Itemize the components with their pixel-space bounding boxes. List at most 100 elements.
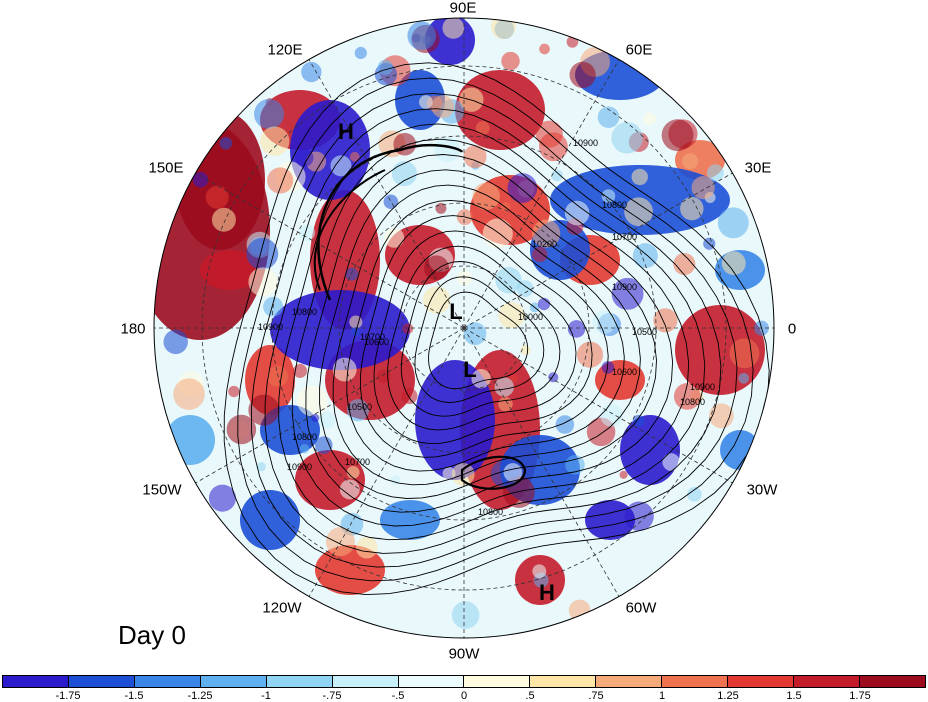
colorbar-cell	[859, 676, 925, 687]
high-center-north-pacific: H	[338, 119, 354, 144]
contour-value-label: 10900	[612, 282, 637, 292]
panel-label: Day 0	[118, 620, 186, 650]
geopotential-contour	[400, 261, 561, 417]
anomaly-patch	[165, 415, 215, 465]
anomaly-speckle	[248, 394, 280, 426]
label-150e: 150E	[148, 159, 184, 177]
anomaly-speckle	[208, 484, 237, 512]
anomaly-speckle	[673, 382, 701, 410]
colorbar-cell	[134, 676, 201, 687]
label-90e: 90E	[449, 0, 477, 17]
anomaly-speckle	[661, 119, 694, 152]
anomaly-speckle	[384, 227, 405, 248]
height-contours: 1090010800107001060010500102001000010900…	[223, 62, 770, 596]
colorbar-cell	[464, 676, 531, 687]
anomaly-speckle	[600, 404, 623, 427]
colorbar-cell	[200, 676, 267, 687]
anomaly-speckle	[503, 463, 523, 482]
anomaly-speckle	[680, 196, 704, 221]
latitude-circle	[201, 65, 727, 591]
anomaly-speckle	[424, 255, 449, 281]
anomaly-speckle	[673, 252, 696, 276]
anomaly-speckle	[346, 465, 360, 479]
geopotential-contour	[264, 108, 722, 554]
contour-value-label: 10600	[612, 367, 637, 377]
geopotential-contour	[223, 62, 770, 596]
anomaly-speckle	[345, 267, 359, 281]
anomaly-speckle	[501, 51, 520, 71]
anomaly-speckle	[267, 365, 288, 387]
anomaly-speckle	[509, 374, 518, 383]
anomaly-speckle	[597, 106, 620, 128]
geopotential-contour	[291, 138, 690, 527]
anomaly-speckle	[643, 112, 656, 126]
colorbar-cell	[530, 676, 597, 687]
colorbar-tick-label: 1.75	[849, 690, 871, 702]
anomaly-speckle	[248, 267, 278, 297]
geopotential-contour	[332, 184, 641, 486]
anomaly-speckle	[687, 487, 702, 502]
anomaly-speckle	[192, 172, 209, 188]
anomaly-speckle	[624, 501, 654, 531]
colorbar-cell	[662, 676, 729, 687]
anomaly-speckle	[293, 363, 308, 378]
meridian-line	[463, 327, 620, 597]
anomaly-speckle	[721, 251, 746, 276]
colorbar-tick-label: -1.5	[124, 690, 144, 702]
anomaly-speckle	[259, 126, 290, 156]
anomaly-speckle	[299, 443, 310, 454]
colorbar-cell	[596, 676, 663, 687]
anomaly-patch	[620, 415, 680, 485]
lat-lon-grid	[154, 18, 774, 638]
anomaly-speckle	[407, 21, 437, 50]
anomaly-speckle	[495, 266, 522, 294]
meridian-line	[195, 327, 465, 484]
colorbar-tick-label: -1.25	[187, 690, 213, 702]
anomaly-speckle	[311, 413, 320, 423]
geopotential-contour	[278, 123, 706, 541]
anomaly-speckle	[592, 310, 617, 334]
colorbar-cell	[332, 676, 399, 687]
anomaly-patch	[200, 250, 260, 290]
anomaly-speckle	[226, 414, 257, 445]
label-30e: 30E	[744, 159, 772, 177]
anomaly-speckle	[539, 43, 550, 55]
anomaly-speckle	[254, 98, 285, 130]
anomaly-speckle	[219, 136, 233, 150]
label-60e: 60E	[625, 41, 653, 59]
contour-value-label: 10900	[690, 382, 715, 392]
colorbar-tick-label: .5	[525, 690, 535, 702]
anomaly-speckle	[377, 59, 393, 75]
anomaly-speckle	[706, 164, 724, 182]
anomaly-speckle	[431, 95, 455, 118]
geopotential-contour	[346, 199, 625, 472]
latitude-circle	[338, 202, 590, 454]
contour-value-label: 10700	[345, 457, 370, 467]
label-0: 0	[787, 320, 797, 338]
contour-value-label: 10800	[478, 507, 503, 517]
geopotential-contour	[319, 169, 657, 499]
geopotential-contour	[387, 245, 577, 431]
anomaly-patch	[290, 100, 370, 200]
meridian-line	[463, 327, 733, 484]
anomaly-speckle	[339, 479, 360, 500]
anomaly-speckle	[391, 160, 417, 187]
colorbar-tick-label: -1	[261, 690, 271, 702]
contour-value-label: 10500	[347, 402, 372, 412]
colorbar-cell	[398, 676, 465, 687]
bold-contour	[317, 143, 464, 301]
colorbar-tick-label: 1.25	[717, 690, 739, 702]
contour-value-label: 10800	[292, 432, 317, 442]
colorbar-tick-label: -.5	[391, 690, 405, 702]
bold-contour	[460, 455, 527, 490]
anomaly-speckle	[299, 224, 316, 241]
label-150w: 150W	[142, 481, 182, 499]
contour-value-label: 10000	[518, 312, 543, 322]
label-180: 180	[120, 320, 146, 338]
colorbar-cell	[794, 676, 860, 687]
latitude-circle	[401, 265, 527, 391]
anomaly-speckle	[475, 121, 490, 136]
anomaly-speckle	[377, 369, 391, 384]
contour-value-label: 10700	[360, 332, 385, 342]
anomaly-speckle	[568, 599, 591, 622]
